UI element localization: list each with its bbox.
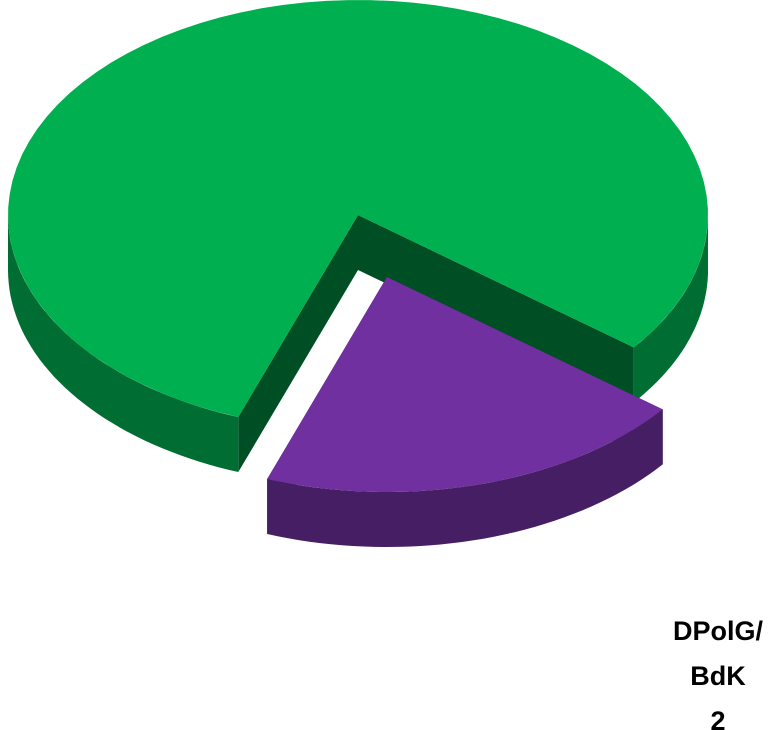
value-label: 2 xyxy=(710,706,725,730)
slice xyxy=(8,0,708,417)
slice-side xyxy=(8,215,239,472)
slice-side xyxy=(633,215,708,403)
slice-label: DPolG/BdK xyxy=(673,616,764,691)
slice-wall xyxy=(358,215,634,403)
pie xyxy=(8,0,708,547)
labels: DPolG/BdK 2 xyxy=(673,616,764,730)
slice xyxy=(267,277,663,492)
slice-side xyxy=(267,409,663,547)
slice-wall xyxy=(238,215,358,472)
